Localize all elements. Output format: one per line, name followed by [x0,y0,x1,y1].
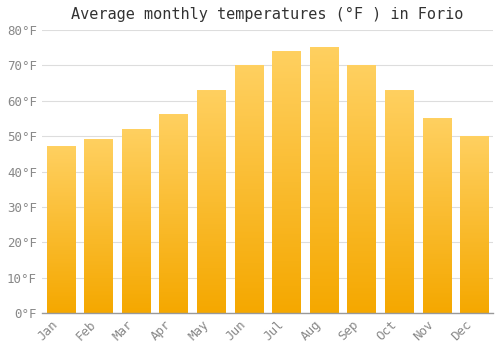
Bar [310,48,338,313]
Bar [84,140,112,313]
Bar [234,65,262,313]
Bar [160,115,188,313]
Bar [348,65,376,313]
Bar [460,136,488,313]
Bar [422,119,451,313]
Bar [122,129,150,313]
Bar [385,90,413,313]
Bar [46,147,74,313]
Bar [272,51,300,313]
Bar [197,90,225,313]
Title: Average monthly temperatures (°F ) in Forio: Average monthly temperatures (°F ) in Fo… [71,7,464,22]
